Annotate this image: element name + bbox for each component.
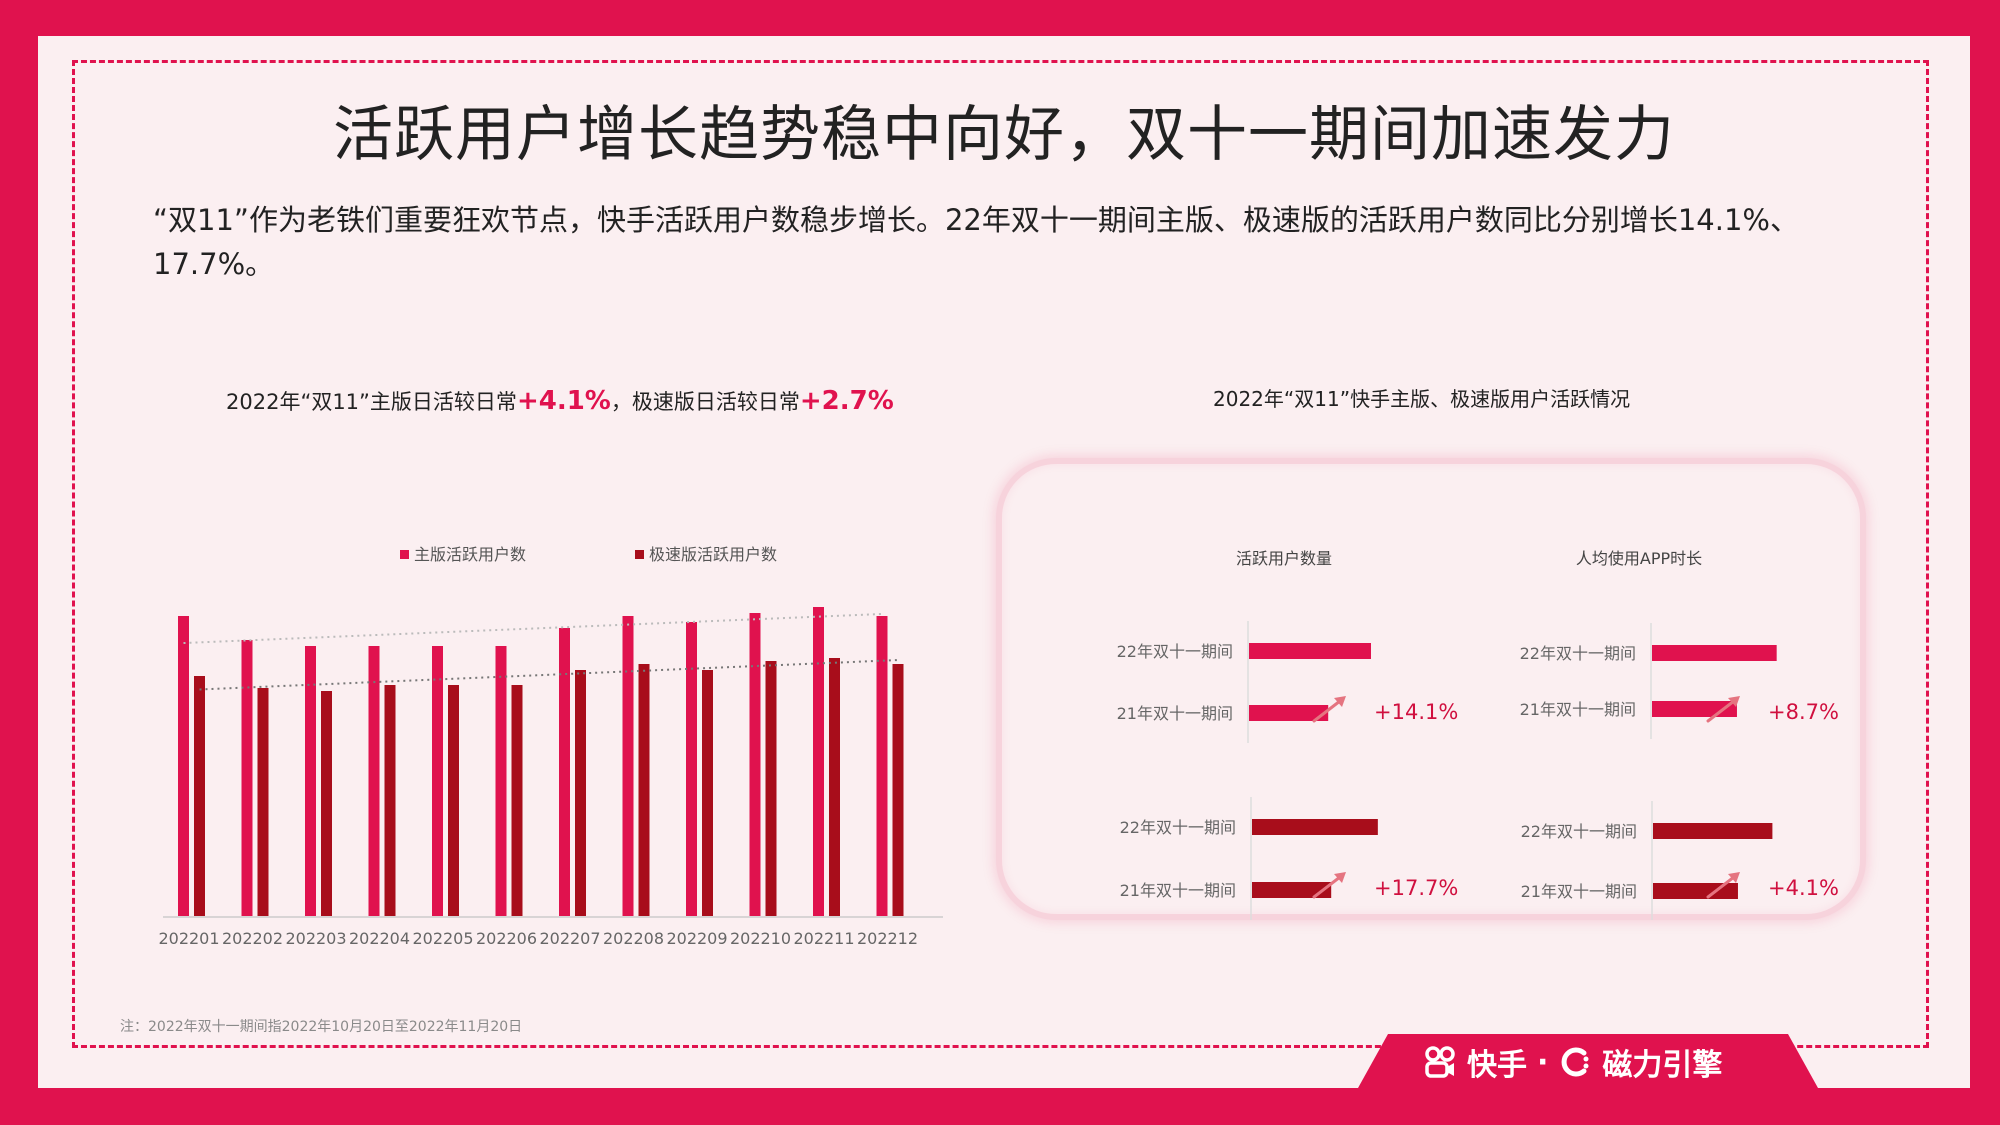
x-tick-label: 202201: [158, 929, 219, 948]
growth-arrow-icon: [1312, 872, 1346, 899]
bar-category-label: 21年双十一期间: [1120, 881, 1236, 900]
growth-arrow-icon: [1706, 696, 1740, 723]
growth-arrow-head: [1728, 872, 1740, 883]
bar-main: [178, 616, 189, 916]
kuaishou-logo-icon: [1425, 1046, 1455, 1078]
description-text: “双11”作为老铁们重要狂欢节点，快手活跃用户数稳步增长。22年双十一期间主版、…: [153, 203, 1799, 281]
bar-category-label: 21年双十一期间: [1520, 700, 1636, 719]
comparison-bar: [1249, 705, 1329, 721]
bar-category-label: 22年双十一期间: [1520, 644, 1636, 663]
legend-swatch-1: [635, 550, 644, 559]
growth-arrow-head: [1334, 696, 1346, 707]
bar-main: [305, 646, 316, 916]
left-chart-title: 2022年“双11”主版日活较日常+4.1%，极速版日活较日常+2.7%: [226, 386, 894, 416]
legend-label-0: 主版活跃用户数: [414, 545, 526, 564]
bar-main: [622, 616, 634, 916]
comparison-panel: [996, 458, 1866, 920]
comparison-bar: [1249, 643, 1371, 659]
growth-arrow-shaft: [1706, 699, 1736, 723]
magnetic-engine-logo-icon: [1561, 1047, 1589, 1077]
comparison-bar: [1652, 645, 1777, 661]
legend-label-1: 极速版活跃用户数: [649, 545, 777, 564]
bar-category-label: 22年双十一期间: [1120, 818, 1236, 837]
brand-name-kuaishou: 快手: [1467, 1048, 1527, 1083]
bar-category-label: 22年双十一期间: [1117, 642, 1233, 661]
bar-main: [432, 646, 443, 916]
growth-arrow-icon: [1312, 696, 1346, 723]
growth-percent-label: +4.1%: [1768, 876, 1839, 900]
brand-name-magnetic-engine: 磁力引擎: [1602, 1048, 1723, 1083]
x-tick-label: 202209: [666, 929, 727, 948]
x-tick-label: 202211: [793, 929, 854, 948]
comparison-bar: [1252, 819, 1378, 835]
growth-percent-label: +14.1%: [1374, 700, 1458, 724]
brand-separator: ·: [1537, 1044, 1549, 1080]
x-tick-label: 202204: [349, 929, 410, 948]
growth-arrow-shaft: [1312, 699, 1342, 723]
bar-category-label: 22年双十一期间: [1521, 822, 1637, 841]
slide: 活跃用户增长趋势稳中向好，双十一期间加速发力 “双11”作为老铁们重要狂欢节点，…: [38, 36, 1970, 1088]
bar-main: [495, 646, 507, 916]
growth-arrow-shaft: [1706, 875, 1736, 899]
bar-lite: [384, 685, 396, 916]
bar-lite: [575, 670, 586, 916]
bar-main: [686, 622, 697, 916]
growth-percent-label: +17.7%: [1374, 876, 1458, 900]
comparison-bars-chart: 活跃用户数量 22年双十一期间 21年双十一期间 +14.1% 人均使用APP时长 22年…: [1117, 549, 1839, 920]
bar-lite: [448, 685, 459, 916]
dashed-frame: [72, 60, 1929, 1048]
bar-category-label: 21年双十一期间: [1117, 704, 1233, 723]
bar-main: [749, 613, 761, 916]
bar-main: [559, 628, 570, 916]
lite-app-growth-value: +2.7%: [799, 386, 894, 416]
main-app-growth-value: +4.1%: [516, 386, 611, 416]
brand-logo: 快手 · 磁力引擎: [1423, 1042, 1723, 1083]
x-tick-label: 202208: [603, 929, 664, 948]
page-title: 活跃用户增长趋势稳中向好，双十一期间加速发力: [333, 100, 1675, 170]
left-chart-title-text-2: ，极速版日活较日常: [610, 390, 800, 414]
bar-main: [241, 640, 253, 916]
trendline-lite: [199, 659, 899, 691]
x-tick-label: 202205: [412, 929, 473, 948]
footnote: 注：2022年双十一期间指2022年10月20日至2022年11月20日: [120, 1019, 523, 1035]
x-tick-label: 202206: [476, 929, 537, 948]
x-tick-label: 202207: [539, 929, 600, 948]
growth-arrow-head: [1728, 696, 1740, 707]
bar-lite: [702, 670, 713, 916]
x-tick-label: 202210: [730, 929, 791, 948]
bar-lite: [194, 676, 205, 916]
growth-arrow-head: [1334, 872, 1346, 883]
bar-main: [876, 616, 888, 916]
panel-header: 人均使用APP时长: [1576, 549, 1702, 568]
comparison-bar: [1653, 823, 1773, 839]
bar-main: [813, 607, 824, 916]
bar-lite: [321, 691, 332, 916]
bar-lite: [638, 664, 650, 916]
right-chart-title: 2022年“双11”快手主版、极速版用户活跃情况: [1213, 387, 1631, 411]
growth-percent-label: +8.7%: [1768, 700, 1839, 724]
legend-swatch-0: [400, 550, 409, 559]
bar-main: [368, 646, 380, 916]
bar-lite: [257, 688, 269, 916]
growth-arrow-icon: [1706, 872, 1740, 899]
bar-lite: [765, 661, 777, 916]
bar-category-label: 21年双十一期间: [1521, 882, 1637, 901]
x-tick-label: 202212: [857, 929, 918, 948]
left-chart-title-text-1: 2022年“双11”主版日活较日常: [226, 390, 517, 414]
comparison-bar: [1653, 883, 1738, 899]
comparison-bar: [1652, 701, 1737, 717]
comparison-bar: [1252, 882, 1332, 898]
bar-lite: [829, 658, 840, 916]
bar-lite: [511, 685, 523, 916]
growth-arrow-shaft: [1312, 875, 1342, 899]
bar-lite: [892, 664, 904, 916]
x-tick-label: 202203: [285, 929, 346, 948]
x-tick-label: 202202: [222, 929, 283, 948]
panel-header: 活跃用户数量: [1236, 549, 1332, 568]
trendline-main: [183, 612, 883, 645]
